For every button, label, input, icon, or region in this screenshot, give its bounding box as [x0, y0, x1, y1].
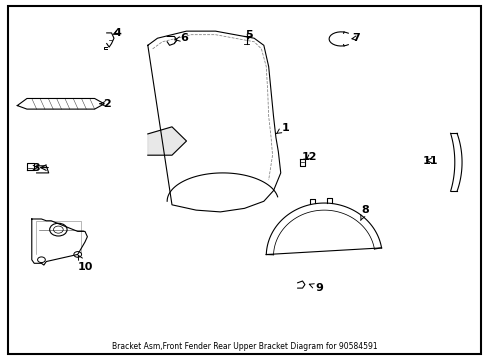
Text: 11: 11	[422, 156, 437, 166]
FancyBboxPatch shape	[8, 6, 480, 354]
Text: 4: 4	[113, 28, 121, 37]
Text: 6: 6	[174, 33, 187, 43]
Text: 1: 1	[276, 122, 289, 134]
Text: Bracket Asm,Front Fender Rear Upper Bracket Diagram for 90584591: Bracket Asm,Front Fender Rear Upper Brac…	[111, 342, 377, 351]
Text: 12: 12	[302, 152, 317, 162]
Text: 3: 3	[32, 163, 40, 172]
Text: 10: 10	[77, 255, 92, 272]
Text: 2: 2	[100, 99, 110, 109]
Text: 7: 7	[351, 33, 359, 43]
Text: 8: 8	[360, 205, 368, 220]
Polygon shape	[147, 127, 186, 155]
Text: 9: 9	[309, 283, 323, 293]
Text: 5: 5	[245, 30, 253, 40]
